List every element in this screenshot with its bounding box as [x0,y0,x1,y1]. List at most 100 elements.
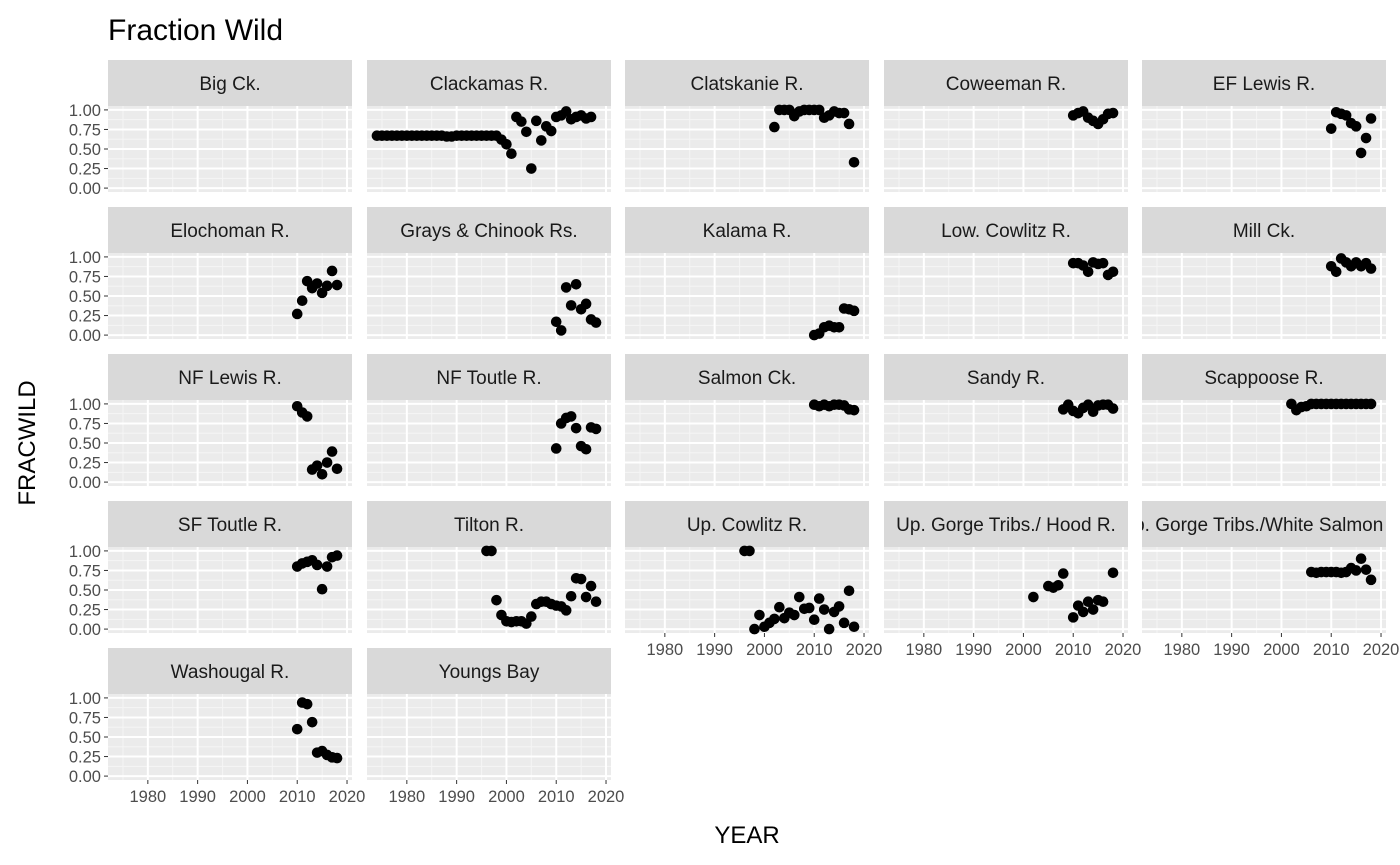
y-tick-label: 0.75 [69,562,101,580]
facet-strip [108,354,352,400]
data-point [1365,398,1377,410]
data-point [1365,113,1377,124]
facet-panel: NF Lewis R. 0.000.25 0.50 0.751.00 [69,354,352,492]
facet-strip-label: Clackamas R. [430,74,548,95]
y-tick-label: 0.00 [69,768,101,786]
y-tick-label: 0.00 [69,180,101,198]
x-tick-label: 1980 [646,641,683,659]
facet-strip [625,354,869,400]
y-tick-label: 1.00 [69,102,101,120]
data-point [833,321,845,333]
facet-strip-label: Clatskanie R. [691,74,804,95]
y-axis-title: FRACWILD [14,380,41,505]
y-tick-label: 1.00 [69,543,101,561]
facet-grid: Big Ck.0.000.250.500.751.00 Clackamas R. C… [69,60,1399,806]
facet-strip [367,648,611,694]
facet-strip-label: Scappoose R. [1204,368,1323,389]
x-tick-label: 2000 [488,788,525,806]
data-point [326,265,338,277]
facet-strip [108,501,352,547]
data-point [580,298,592,310]
data-point [1077,606,1089,618]
data-point [1057,568,1069,579]
data-point [1350,121,1362,132]
data-point [1052,580,1064,591]
x-tick-label: 1990 [438,788,475,806]
facet-panel: Clackamas R. [367,60,611,192]
y-tick-label: 0.25 [69,749,101,767]
facet-strip-label: Low. Cowlitz R. [941,221,1071,242]
data-point [848,305,860,317]
data-point [813,593,825,604]
x-tick-label: 1990 [1213,641,1250,659]
facet-panel: Mill Ck. [1142,207,1386,339]
facet-panel: Elochoman R. 0.000.25 0.50 0.751.00 [69,207,352,345]
data-point [321,280,333,292]
facet-panel: Big Ck. 0.000.25 0.50 0.751.00 [69,60,352,198]
data-point [550,443,562,454]
facet-strip [367,354,611,400]
data-point [1350,565,1362,576]
facet-strip-label: NF Toutle R. [436,368,541,389]
data-point [311,559,323,571]
data-point [491,594,502,606]
data-point [545,125,557,137]
data-point [531,115,542,127]
data-point [316,583,328,595]
y-tick-label: 0.00 [69,474,101,492]
facet-strip-label: NF Lewis R. [178,368,281,389]
x-tick-label: 2020 [1105,641,1142,659]
facet-strip [1142,60,1386,106]
data-point [1355,147,1367,159]
data-point [570,278,582,290]
x-tick-label: 1990 [955,641,992,659]
y-tick-label: 0.25 [69,602,101,620]
x-tick-label: 2000 [1005,641,1042,659]
data-point [521,126,532,138]
facet-panel: Scappoose R. [1142,354,1386,486]
data-point [843,118,855,130]
y-tick-label: 0.50 [69,729,101,747]
facet-strip [625,207,869,253]
data-point [486,545,497,557]
x-tick-label: 2010 [1313,641,1350,659]
y-tick-label: 1.00 [69,249,101,267]
data-point [565,411,577,422]
data-point [838,617,850,629]
data-point [813,104,825,116]
y-tick-label: 0.25 [69,455,101,473]
data-point [316,468,328,480]
data-point [1107,403,1119,414]
facet-panel: Coweeman R. [884,60,1128,192]
data-point [291,723,303,735]
data-point [590,317,602,328]
facet-strip-label: Youngs Bay [439,662,540,683]
data-point [565,300,577,311]
x-tick-label: 2010 [1055,641,1092,659]
data-point [291,308,303,320]
facet-strip [1142,501,1386,547]
x-tick-label: 2020 [846,641,883,659]
facet-strip-label: SF Toutle R. [178,515,282,536]
facet-strip [108,207,352,253]
facet-strip-label: Washougal R. [171,662,290,683]
data-point [848,404,860,416]
data-point [301,411,313,422]
facet-panel: SF Toutle R. 0.000.25 0.50 0.751.00 [69,501,352,639]
x-tick-label: 2000 [746,641,783,659]
facet-strip-label: Up. Gorge Tribs./ Hood R. [896,515,1116,536]
y-tick-label: 0.75 [69,268,101,286]
y-tick-label: 0.75 [69,415,101,433]
data-point [774,601,785,613]
data-point [838,107,850,119]
data-point [803,602,815,614]
data-point [1082,596,1094,608]
data-point [590,596,602,608]
data-point [769,121,780,133]
data-point [754,609,765,621]
facet-strip [367,60,611,106]
data-point [321,457,333,468]
y-tick-label: 0.25 [69,161,101,179]
facet-panel: Youngs Bay 1980 1990 2000 2010 2020 [367,648,624,806]
data-point [526,163,537,174]
